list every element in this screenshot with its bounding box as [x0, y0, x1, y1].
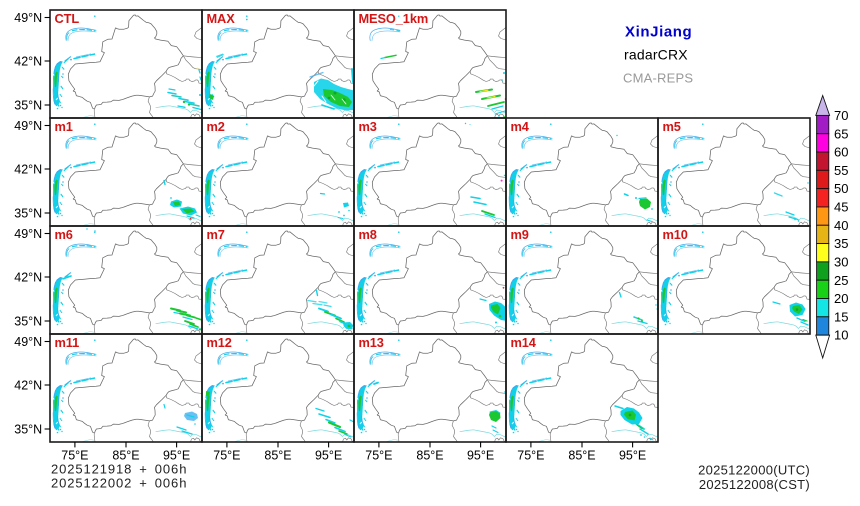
- svg-text:2025122002 + 006h: 2025122002 + 006h: [51, 475, 187, 490]
- svg-text:85°E: 85°E: [112, 449, 139, 463]
- svg-text:35°N: 35°N: [14, 206, 42, 220]
- svg-text:m3: m3: [359, 119, 377, 134]
- svg-text:42°N: 42°N: [14, 378, 42, 392]
- svg-text:75°E: 75°E: [61, 449, 88, 463]
- svg-text:95°E: 95°E: [619, 449, 646, 463]
- svg-text:70: 70: [834, 108, 848, 123]
- svg-text:75°E: 75°E: [365, 449, 392, 463]
- svg-text:60: 60: [834, 145, 848, 160]
- svg-text:65: 65: [834, 126, 848, 141]
- svg-text:55: 55: [834, 163, 848, 178]
- svg-text:75°E: 75°E: [517, 449, 544, 463]
- svg-text:95°E: 95°E: [467, 449, 494, 463]
- svg-text:2025121918 + 006h: 2025121918 + 006h: [51, 462, 187, 477]
- svg-text:42°N: 42°N: [14, 162, 42, 176]
- svg-text:35°N: 35°N: [14, 314, 42, 328]
- svg-text:m14: m14: [511, 335, 537, 350]
- svg-text:42°N: 42°N: [14, 54, 42, 68]
- svg-text:CTL: CTL: [55, 11, 80, 26]
- svg-text:MESO_1km: MESO_1km: [359, 11, 429, 26]
- svg-text:42°N: 42°N: [14, 270, 42, 284]
- svg-text:15: 15: [834, 309, 848, 324]
- svg-text:m11: m11: [55, 335, 80, 350]
- svg-text:20: 20: [834, 291, 848, 306]
- svg-text:m2: m2: [207, 119, 225, 134]
- svg-text:95°E: 95°E: [163, 449, 190, 463]
- svg-text:50: 50: [834, 181, 848, 196]
- svg-text:49°N: 49°N: [14, 119, 42, 133]
- svg-text:75°E: 75°E: [213, 449, 240, 463]
- svg-text:35: 35: [834, 236, 848, 251]
- svg-text:85°E: 85°E: [568, 449, 595, 463]
- svg-text:49°N: 49°N: [14, 335, 42, 349]
- svg-text:35°N: 35°N: [14, 98, 42, 112]
- svg-text:35°N: 35°N: [14, 422, 42, 436]
- svg-text:85°E: 85°E: [264, 449, 291, 463]
- svg-text:95°E: 95°E: [315, 449, 342, 463]
- svg-text:CMA-REPS: CMA-REPS: [623, 71, 693, 86]
- svg-text:radarCRX: radarCRX: [624, 47, 688, 63]
- svg-text:2025122008(CST): 2025122008(CST): [699, 477, 810, 492]
- svg-text:25: 25: [834, 273, 848, 288]
- svg-text:m12: m12: [207, 335, 232, 350]
- svg-text:m4: m4: [511, 119, 530, 134]
- svg-text:m7: m7: [207, 227, 225, 242]
- svg-text:49°N: 49°N: [14, 11, 42, 25]
- svg-text:m5: m5: [663, 119, 681, 134]
- svg-text:30: 30: [834, 254, 848, 269]
- svg-text:49°N: 49°N: [14, 227, 42, 241]
- svg-text:10: 10: [834, 328, 848, 343]
- svg-text:45: 45: [834, 200, 848, 215]
- svg-text:85°E: 85°E: [416, 449, 443, 463]
- svg-text:MAX: MAX: [207, 11, 236, 26]
- svg-text:m1: m1: [55, 119, 73, 134]
- svg-text:m9: m9: [511, 227, 529, 242]
- svg-text:m13: m13: [359, 335, 384, 350]
- svg-text:40: 40: [834, 218, 848, 233]
- svg-text:m10: m10: [663, 227, 688, 242]
- svg-text:2025122000(UTC): 2025122000(UTC): [698, 463, 810, 478]
- svg-text:m8: m8: [359, 227, 377, 242]
- svg-text:m6: m6: [55, 227, 73, 242]
- svg-text:XinJiang: XinJiang: [625, 24, 692, 41]
